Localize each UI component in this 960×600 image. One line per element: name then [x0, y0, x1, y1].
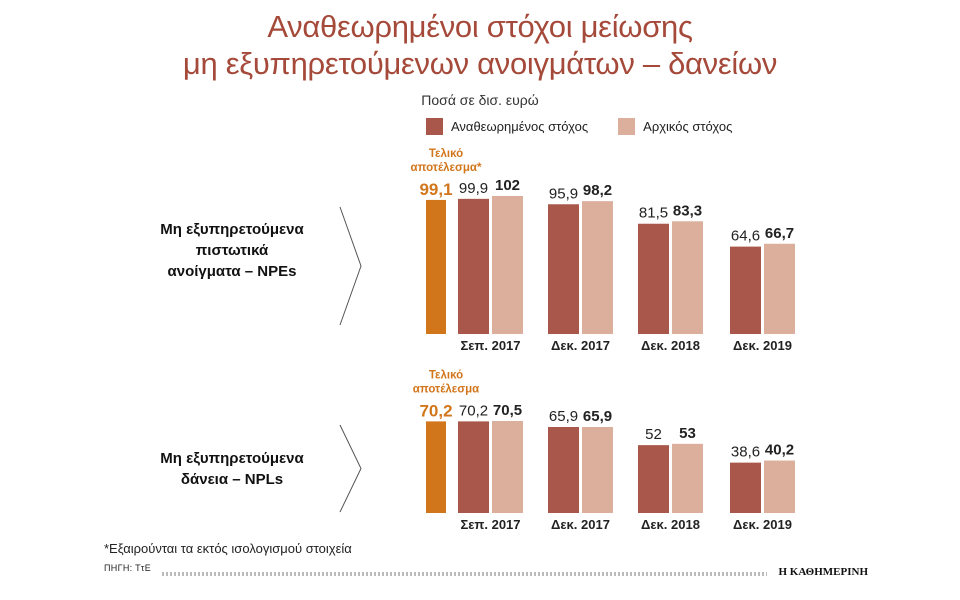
- bar-final-result: [426, 199, 446, 334]
- bar-revised-target: [548, 427, 579, 513]
- bar-original-target: [492, 196, 523, 334]
- bar-revised-target: [638, 223, 669, 334]
- x-tick-label: Δεκ. 2017: [551, 338, 610, 353]
- data-label-original: 66,7: [765, 225, 794, 242]
- bar-revised-target: [730, 246, 761, 334]
- bar-original-target: [492, 421, 523, 513]
- bar-revised-target: [458, 198, 489, 334]
- data-label-original: 98,2: [583, 182, 612, 199]
- legend-item-original: Αρχικός στόχος: [618, 118, 732, 135]
- title-line-1: Αναθεωρημένοι στόχοι μείωσης: [267, 9, 693, 44]
- data-label-original: 40,2: [765, 442, 794, 459]
- bar-original-target: [582, 201, 613, 334]
- group-label-line: ανοίγματα – NPEs: [167, 263, 297, 280]
- data-label-original: 53: [679, 425, 696, 442]
- legend-swatch-revised: [426, 118, 443, 135]
- data-label-revised: 95,9: [549, 185, 578, 202]
- data-label-revised: 52: [645, 426, 662, 443]
- final-result-caption: αποτέλεσμα*: [411, 162, 482, 174]
- chart-title: Αναθεωρημένοι στόχοι μείωσης μη εξυπηρετ…: [0, 8, 960, 82]
- data-label-original: 102: [495, 177, 520, 194]
- x-tick-label: Δεκ. 2019: [733, 517, 792, 532]
- group-label-line: δάνεια – NPLs: [180, 471, 284, 488]
- final-result-caption: Τελικό: [429, 148, 463, 160]
- x-tick-label: Δεκ. 2017: [551, 517, 610, 532]
- final-result-caption: Τελικό: [429, 369, 463, 381]
- legend-label-revised: Αναθεωρημένος στόχος: [451, 119, 589, 134]
- x-tick-label: Σεπ. 2017: [460, 338, 520, 353]
- data-label-revised: 65,9: [549, 408, 578, 425]
- data-label-revised: 70,2: [459, 402, 488, 419]
- data-label-original: 83,3: [673, 202, 702, 219]
- data-label-revised: 99,9: [459, 180, 488, 197]
- x-tick-label: Δεκ. 2018: [641, 338, 700, 353]
- final-result-value-label: 99,1: [419, 180, 452, 199]
- legend-label-original: Αρχικός στόχος: [643, 119, 733, 134]
- bar-revised-target: [638, 445, 669, 513]
- legend-item-revised: Αναθεωρημένος στόχος: [426, 118, 588, 135]
- data-label-revised: 64,6: [731, 228, 760, 245]
- x-tick-label: Σεπ. 2017: [460, 517, 520, 532]
- group-label-npe: Μη εξυπηρετούμενα πιστωτικά ανοίγματα – …: [112, 219, 352, 282]
- footer-divider: [162, 572, 767, 576]
- bar-original-target: [764, 243, 795, 334]
- x-tick-label: Δεκ. 2019: [733, 338, 792, 353]
- bar-original-target: [764, 460, 795, 513]
- footnote: *Εξαιρούνται τα εκτός ισολογισμού στοιχε…: [104, 541, 352, 556]
- bar-original-target: [672, 443, 703, 513]
- group-chevron: [339, 206, 362, 326]
- publisher-logo: Η ΚΑΘΗΜΕΡΙΝΗ: [778, 566, 869, 578]
- legend: Αναθεωρημένος στόχος Αρχικός στόχος: [426, 118, 762, 135]
- bar-original-target: [582, 427, 613, 513]
- final-result-caption: αποτέλεσμα: [413, 383, 479, 395]
- bar-original-target: [672, 221, 703, 334]
- source-note: ΠΗΓΗ: ΤτΕ: [104, 563, 152, 573]
- bar-revised-target: [548, 204, 579, 334]
- group-label-line: Μη εξυπηρετούμενα: [160, 450, 304, 467]
- title-line-2: μη εξυπηρετούμενων ανοιγμάτων – δανείων: [182, 46, 778, 81]
- legend-swatch-original: [618, 118, 636, 135]
- bar-revised-target: [730, 462, 761, 513]
- data-label-original: 70,5: [493, 402, 522, 419]
- x-tick-label: Δεκ. 2018: [641, 517, 700, 532]
- data-label-revised: 38,6: [731, 444, 760, 461]
- group-label-line: Μη εξυπηρετούμενα: [160, 221, 304, 238]
- bar-revised-target: [458, 421, 489, 513]
- data-label-original: 65,9: [583, 408, 612, 425]
- group-label-line: πιστωτικά: [195, 242, 269, 259]
- group-chevron: [339, 424, 362, 513]
- group-label-npl: Μη εξυπηρετούμενα δάνεια – NPLs: [112, 448, 352, 490]
- data-label-revised: 81,5: [639, 205, 668, 222]
- chart-subtitle: Ποσά σε δισ. ευρώ: [421, 92, 539, 108]
- bar-final-result: [426, 421, 446, 513]
- final-result-value-label: 70,2: [419, 401, 452, 420]
